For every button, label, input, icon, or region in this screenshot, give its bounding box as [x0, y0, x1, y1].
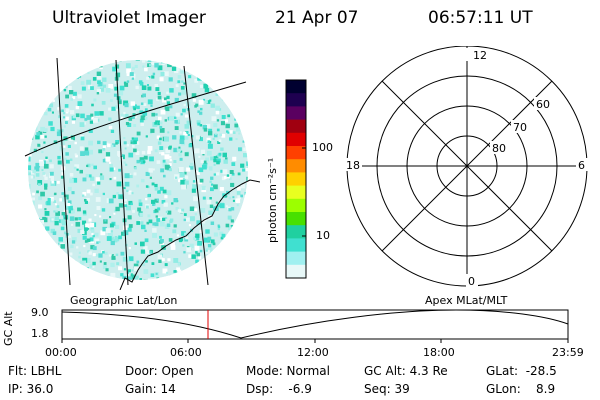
- timeline-y-axis-label: GC Alt: [2, 311, 15, 346]
- timeline-tick-2359: 23:59: [552, 346, 584, 359]
- colorbar-segment: [286, 225, 306, 239]
- image-time: 06:57:11 UT: [428, 8, 533, 28]
- sequence-status: Seq: 39: [364, 382, 410, 396]
- longitude-line: [183, 65, 209, 286]
- timeline-tick-1800: 18:00: [423, 346, 455, 359]
- filter-status: Flt: LBHL: [8, 364, 62, 378]
- altitude-timeline: [61, 309, 569, 343]
- timeline-tick-0000: 00:00: [45, 346, 77, 359]
- colorbar-segment: [286, 172, 306, 187]
- mlt-12-label: 12: [473, 49, 487, 62]
- dsp-status: Dsp: -6.9: [246, 382, 312, 396]
- colorbar-tick-10: 10: [316, 229, 330, 242]
- colorbar-segment: [286, 106, 306, 121]
- colorbar-tick-100: 100: [312, 141, 333, 154]
- timeline-tick-1200: 12:00: [297, 346, 329, 359]
- colorbar-segment: [286, 119, 306, 134]
- colorbar-segment: [286, 80, 306, 94]
- gc-altitude-status: GC Alt: 4.3 Re: [364, 364, 448, 378]
- instrument-title: Ultraviolet Imager: [52, 8, 206, 28]
- colorbar-segment: [286, 132, 306, 147]
- geographic-title: Geographic Lat/Lon: [70, 294, 178, 307]
- lat-60-label: 60: [536, 98, 550, 111]
- lat-70-label: 70: [513, 121, 527, 134]
- gain-status: Gain: 14: [125, 382, 176, 396]
- mlt-18-label: 18: [346, 159, 360, 172]
- colorbar-segment: [286, 238, 306, 253]
- colorbar-segment: [286, 212, 306, 226]
- mlt-0-label: 0: [468, 275, 475, 288]
- colorbar-unit-label: photon cm⁻²s⁻¹: [266, 157, 279, 243]
- timeline-y-min: 1.8: [31, 327, 49, 340]
- longitude-line: [56, 57, 71, 286]
- longitude-line: [115, 59, 129, 286]
- ip-status: IP: 36.0: [8, 382, 54, 396]
- latitude-line: [24, 81, 247, 157]
- coastline: [119, 179, 260, 290]
- timeline-y-max: 9.0: [31, 306, 49, 319]
- door-status: Door: Open: [125, 364, 194, 378]
- altitude-curve: [61, 309, 569, 339]
- mlt-6-label: 6: [578, 159, 585, 172]
- colorbar-segment: [286, 146, 306, 160]
- colorbar-segment: [286, 198, 306, 213]
- colorbar-segment: [286, 264, 306, 279]
- mode-status: Mode: Normal: [246, 364, 330, 378]
- geographic-longitude-status: GLon: 8.9: [486, 382, 556, 396]
- colorbar-segment: [286, 93, 306, 107]
- timeline-tick-0600: 06:00: [170, 346, 202, 359]
- image-date: 21 Apr 07: [275, 8, 359, 28]
- lat-80-label: 80: [492, 142, 506, 155]
- colorbar-segment: [286, 185, 306, 200]
- apex-title: Apex MLat/MLT: [425, 294, 508, 307]
- colorbar-segment: [286, 159, 306, 173]
- colorbar: [285, 79, 307, 279]
- uv-image-geographic: [24, 57, 260, 290]
- geographic-latitude-status: GLat: -28.5: [486, 364, 557, 378]
- colorbar-segment: [286, 251, 306, 266]
- polar-grid: 12 18 6 0 60 70 80: [344, 46, 590, 288]
